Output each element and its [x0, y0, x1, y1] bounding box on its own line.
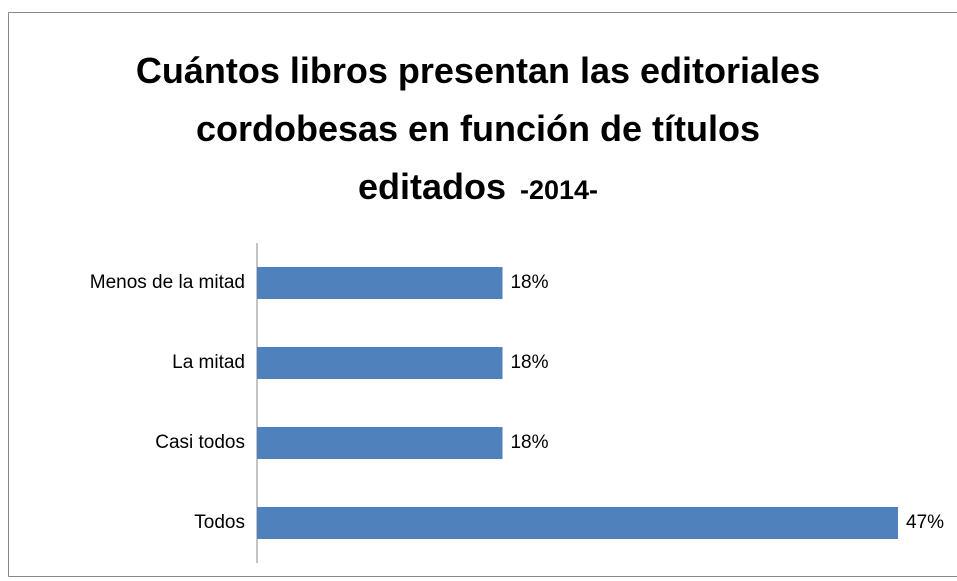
bar [257, 507, 898, 539]
y-tick-label: Todos [194, 512, 245, 533]
y-tick-label: Menos de la mitad [90, 272, 245, 293]
chart-title-block: Cuántos libros presentan las editoriales… [118, 42, 838, 219]
bar [257, 427, 503, 459]
data-label: 18% [510, 352, 548, 373]
bar [257, 267, 503, 299]
y-tick-label: Casi todos [155, 432, 245, 453]
data-label: 18% [510, 432, 548, 453]
chart-title: Cuántos libros presentan las editoriales… [135, 50, 821, 207]
chart-subtitle: -2014- [519, 175, 599, 205]
data-label: 18% [510, 272, 548, 293]
data-label: 47% [906, 512, 944, 533]
y-tick-label: La mitad [172, 352, 245, 373]
bar [257, 347, 503, 379]
